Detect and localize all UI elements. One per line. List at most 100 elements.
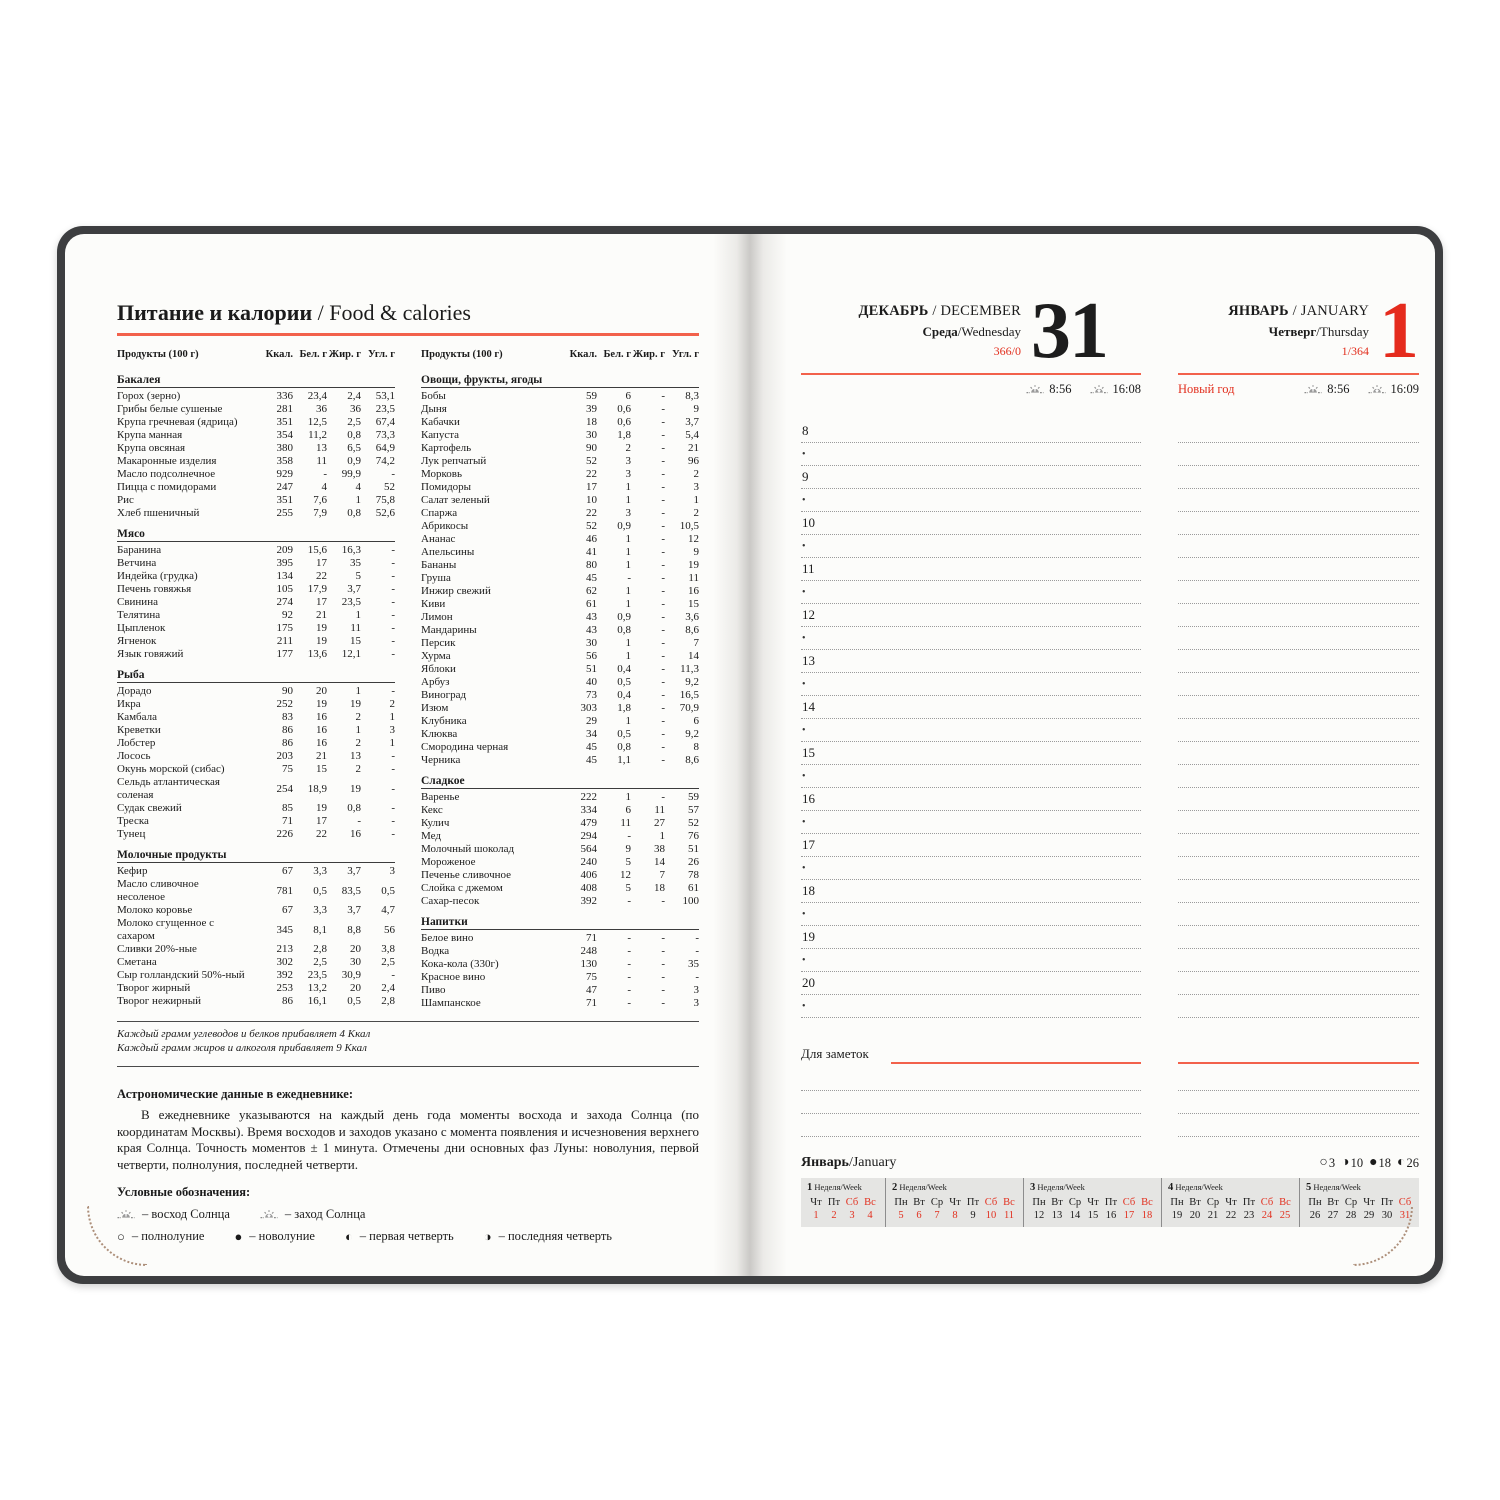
food-name: Водка [421, 945, 450, 957]
calendar-date-cell: 26 [1309, 1209, 1321, 1221]
food-value: 22 [316, 828, 327, 840]
food-name: Креветки [117, 724, 161, 736]
food-value: 21 [688, 442, 699, 454]
calendar-dayname-cell: Пн [1032, 1197, 1046, 1208]
calendar-date-cell: 20 [1189, 1209, 1201, 1221]
schedule-line-left [801, 787, 1141, 788]
food-value: 14 [688, 650, 699, 662]
food-name: Абрикосы [421, 520, 469, 532]
calendar-dayname-cell: Сб [984, 1197, 998, 1208]
food-value: 76 [688, 830, 699, 842]
moon-phase-icon: ◑ [1341, 1155, 1350, 1170]
food-value: 240 [580, 856, 598, 868]
calendar-dayname-cell: Пн [1170, 1197, 1184, 1208]
calendar-dayname-cell: Сб [845, 1197, 859, 1208]
nutrition-row: Рис 351 7,6 1 75,8 [117, 494, 395, 507]
nutrition-row: Судак свежий 85 19 0,8 - [117, 802, 395, 815]
food-value: 1 [389, 737, 396, 749]
calendar-date-cell: 11 [1003, 1209, 1015, 1221]
food-name: Клубника [421, 715, 467, 727]
food-value: - [391, 969, 395, 981]
food-value: 302 [276, 956, 294, 968]
calendar-week-number: 2 [892, 1182, 898, 1193]
food-value: 17 [586, 481, 597, 493]
nutrition-row: Лук репчатый 52 3 - 96 [421, 455, 699, 468]
nutrition-row: Пиво 47 - - 3 [421, 984, 699, 997]
food-name: Варенье [421, 791, 460, 803]
food-value: - [661, 958, 665, 970]
dec-big-date-number: 31 [1031, 287, 1109, 375]
calendar-date-cell: 23 [1243, 1209, 1255, 1221]
dec-day-count: 366/0 [993, 344, 1021, 358]
hour-label: 17 [802, 837, 815, 852]
calendar-dayname-cell: Вт [1327, 1197, 1339, 1208]
food-value: 26 [688, 856, 699, 868]
planner-notebook: Питание и калории / Food & calories Прод… [57, 226, 1443, 1284]
food-name: Арбуз [421, 676, 450, 688]
food-name: Тунец [117, 828, 146, 840]
food-value: 20 [316, 685, 327, 697]
nutrition-row: Ягненок 211 19 15 - [117, 635, 395, 648]
nutrition-row: Белое вино 71 - - - [421, 932, 699, 945]
nutrition-row: Печень говяжья 105 17,9 3,7 - [117, 583, 395, 596]
food-value: 9,2 [685, 728, 699, 740]
food-value: 0,8 [347, 802, 361, 814]
food-value: 52 [586, 455, 597, 467]
food-name: Изюм [421, 702, 449, 714]
hour-row: • [801, 489, 1419, 512]
food-value: - [661, 624, 665, 636]
food-value: - [661, 416, 665, 428]
header-products: Продукты (100 г) [421, 349, 503, 360]
nutrition-row: Окунь морской (сибас) 75 15 2 - [117, 763, 395, 776]
food-value: - [661, 791, 665, 803]
nutrition-row: Помидоры 17 1 - 3 [421, 481, 699, 494]
legend-sun-row: – восход Солнца – заход Солнца [117, 1207, 699, 1222]
page-title-ru: Питание и калории [117, 300, 313, 325]
half-hour-bullet: • [802, 633, 806, 644]
food-value: 52,6 [375, 507, 395, 519]
food-value: - [661, 520, 665, 532]
food-value: 92 [282, 609, 293, 621]
food-value: 19 [350, 782, 361, 795]
food-value: 8 [693, 741, 700, 753]
half-hour-bullet: • [802, 863, 806, 874]
sunrise-icon-wrap [1026, 382, 1044, 397]
hour-row: 12 [801, 604, 1419, 627]
schedule-line-right [1178, 695, 1419, 696]
nutrition-row: Язык говяжий 177 13,6 12,1 - [117, 648, 395, 661]
nutrition-row: Мед 294 - 1 76 [421, 830, 699, 843]
nutrition-row: Абрикосы 52 0,9 - 10,5 [421, 520, 699, 533]
right-page-daily: ДЕКАБРЬ / DECEMBER Среда/Wednesday 366/0… [745, 234, 1435, 1276]
food-value: 17 [316, 596, 327, 608]
food-name: Кекс [421, 804, 443, 816]
calendar-dayname-cell: Пт [1380, 1197, 1394, 1208]
calendar-dayname-cell: Чт [1363, 1197, 1375, 1208]
nutrition-row: Творог жирный 253 13,2 20 2,4 [117, 982, 395, 995]
page-title: Питание и калории / Food & calories [117, 300, 699, 326]
moon-phases-row: ○ 3 ◑ 10 ● 18 ◐ 26 [1319, 1156, 1419, 1171]
food-value: 16 [350, 828, 361, 840]
hour-label: 20 [802, 975, 815, 990]
schedule-line-left [801, 994, 1141, 995]
food-value: 2 [389, 698, 396, 710]
calendar-week-header: 3 Неделя/Week [1030, 1182, 1158, 1193]
calendar-dayname-cell: Чт [1225, 1197, 1237, 1208]
nutrition-row: Изюм 303 1,8 - 70,9 [421, 702, 699, 715]
food-name: Дыня [421, 403, 447, 415]
food-value: 53,1 [375, 390, 395, 402]
nutrition-row: Мороженое 240 5 14 26 [421, 856, 699, 869]
food-value: 30 [350, 956, 361, 968]
food-value: 2,8 [381, 995, 395, 1007]
food-value: - [391, 596, 395, 608]
food-name: Ветчина [117, 557, 157, 569]
nutrition-column-2: Продукты (100 г) Ккал. Бел. г Жир. г Угл. г О… [421, 349, 699, 1010]
calendar-date-cell: 29 [1363, 1209, 1375, 1221]
sunset-icon-wrap [1090, 382, 1108, 397]
food-name: Салат зеленый [421, 494, 490, 506]
nutrition-row: Свинина 274 17 23,5 - [117, 596, 395, 609]
food-name: Лобстер [117, 737, 156, 749]
food-name: Пицца с помидорами [117, 481, 217, 493]
food-name: Дорадо [117, 685, 152, 697]
jan-month-ru: ЯНВАРЬ [1228, 303, 1289, 319]
food-name: Кулич [421, 817, 450, 829]
